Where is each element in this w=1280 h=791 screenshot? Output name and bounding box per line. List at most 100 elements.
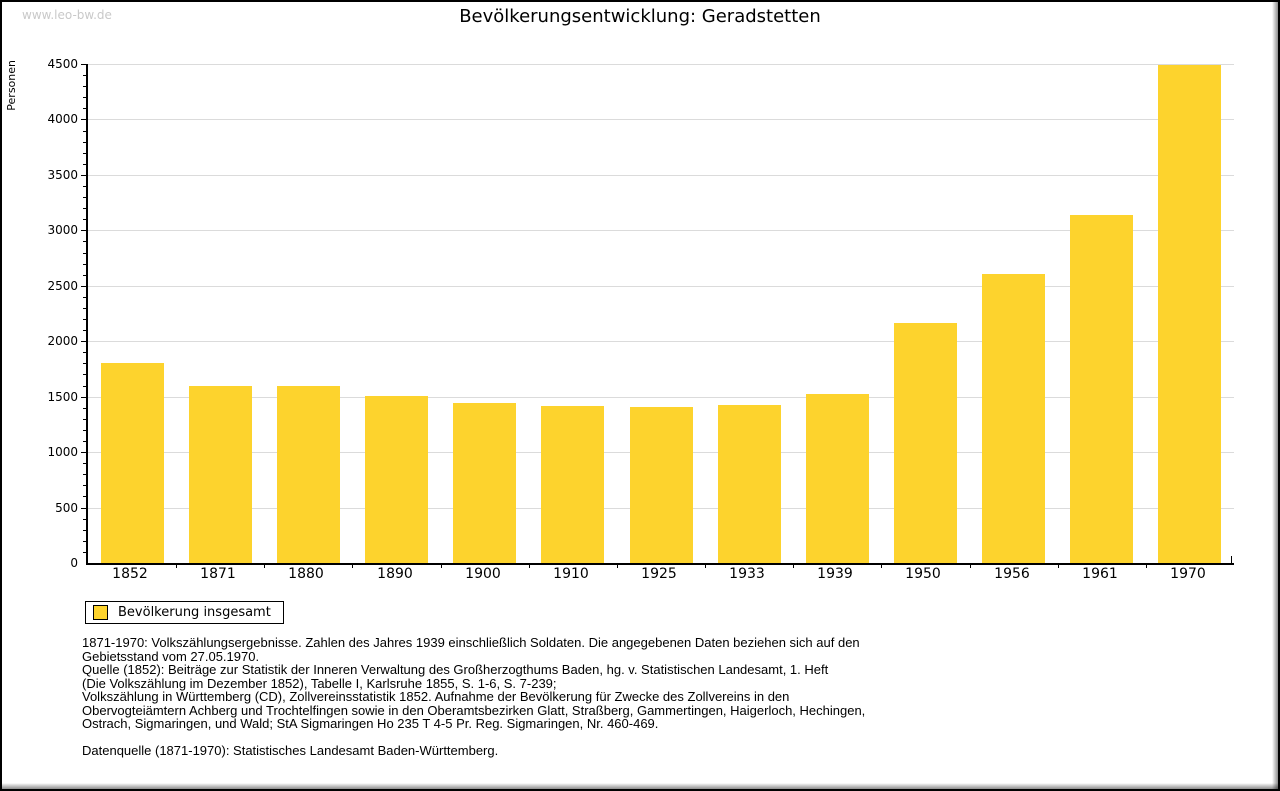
y-axis-minor-tick [83, 552, 86, 553]
x-axis-end-cap [1231, 556, 1232, 563]
bar-1970 [1158, 65, 1221, 563]
y-axis-major-tick [81, 175, 86, 176]
y-axis-major-tick [81, 119, 86, 120]
y-axis-major-tick [81, 341, 86, 342]
y-axis-minor-tick [83, 208, 86, 209]
bar-1933 [718, 405, 781, 563]
gridline [88, 175, 1234, 176]
y-axis-minor-tick [83, 108, 86, 109]
y-axis-minor-tick [83, 253, 86, 254]
y-axis-tick-label: 2500 [47, 279, 78, 293]
y-axis-minor-tick [83, 519, 86, 520]
bar-1852 [101, 363, 164, 563]
x-axis-tick [441, 563, 442, 568]
y-axis-minor-tick [83, 275, 86, 276]
y-axis-minor-tick [83, 219, 86, 220]
y-axis-tick-label: 2000 [47, 334, 78, 348]
y-axis-minor-tick [83, 430, 86, 431]
bar-1961 [1070, 215, 1133, 563]
y-axis-minor-tick [83, 75, 86, 76]
bar-1890 [365, 396, 428, 563]
y-axis-minor-tick [83, 142, 86, 143]
y-axis-minor-tick [83, 352, 86, 353]
y-axis-minor-tick [83, 131, 86, 132]
x-axis-tick [176, 563, 177, 568]
x-axis-tick-label: 1933 [729, 566, 765, 582]
x-axis-tick-label: 1880 [288, 566, 324, 582]
footer-line: Gebietsstand vom 27.05.1970. [82, 648, 260, 664]
y-axis-minor-tick [83, 297, 86, 298]
y-axis-tick-labels: 0 500 1000 1500 2000 2500 3000 3500 4000 4500 [2, 58, 78, 570]
x-axis-tick [617, 563, 618, 568]
gridline [88, 397, 1234, 398]
y-axis-minor-tick [83, 164, 86, 165]
y-axis-minor-tick [83, 97, 86, 98]
bar-1871 [189, 386, 252, 563]
x-axis-tick [705, 563, 706, 568]
y-axis-minor-tick [83, 308, 86, 309]
bar-1939 [806, 394, 869, 563]
y-axis-minor-tick [83, 264, 86, 265]
x-axis-tick [529, 563, 530, 568]
y-axis-minor-tick [83, 241, 86, 242]
x-axis-tick-label: 1970 [1170, 566, 1206, 582]
footer-line: (Die Volkszählung im Dezember 1852), Tab… [82, 675, 557, 691]
y-axis-minor-tick [83, 530, 86, 531]
x-axis-tick [264, 563, 265, 568]
bar-1950 [894, 323, 957, 563]
y-axis-minor-tick [83, 319, 86, 320]
x-axis-tick [793, 563, 794, 568]
gridline [88, 286, 1234, 287]
y-axis-major-tick [81, 286, 86, 287]
chart-title: Bevölkerungsentwicklung: Geradstetten [459, 6, 821, 27]
y-axis-tick-label: 3500 [47, 168, 78, 182]
y-axis-minor-tick [83, 474, 86, 475]
y-axis-tick-label: 0 [70, 556, 78, 570]
y-axis-tick-label: 1000 [47, 445, 78, 459]
gridline [88, 119, 1234, 120]
y-axis-minor-tick [83, 386, 86, 387]
legend: Bevölkerung insgesamt [85, 601, 284, 624]
footer-line: 1871-1970: Volkszählungsergebnisse. Zahl… [82, 635, 860, 650]
x-axis-tick-label: 1925 [641, 566, 677, 582]
footer-datasource: Datenquelle (1871-1970): Statistisches L… [82, 742, 499, 758]
y-axis-minor-tick [83, 463, 86, 464]
footer-line: Quelle (1852): Beiträge zur Statistik de… [82, 662, 829, 677]
y-axis-minor-tick [83, 330, 86, 331]
y-axis-major-tick [81, 230, 86, 231]
y-axis-tick-label: 4000 [47, 112, 78, 126]
bar-1900 [453, 403, 516, 563]
x-axis-tick-label: 1956 [994, 566, 1030, 582]
gridline [88, 64, 1234, 65]
y-axis-minor-tick [83, 419, 86, 420]
y-axis-minor-tick [83, 441, 86, 442]
x-axis-tick [1058, 563, 1059, 568]
x-axis-tick [1146, 563, 1147, 568]
y-axis-minor-tick [83, 374, 86, 375]
x-axis-tick-label: 1950 [905, 566, 941, 582]
x-axis-tick [352, 563, 353, 568]
x-axis-tick [881, 563, 882, 568]
y-axis-minor-tick [83, 541, 86, 542]
bar-1956 [982, 274, 1045, 563]
bar-1925 [630, 407, 693, 563]
bar-1880 [277, 386, 340, 563]
y-axis-minor-tick [83, 496, 86, 497]
x-axis-tick-label: 1871 [200, 566, 236, 582]
x-axis-tick-labels: 1852 1871 1880 1890 1900 1910 1925 1933 1939 1950… [86, 566, 1232, 584]
x-axis-tick-label: 1939 [817, 566, 853, 582]
y-axis-tick-label: 4500 [47, 57, 78, 71]
bar-1910 [541, 406, 604, 563]
footer-line: Ostrach, Sigmaringen, und Wald; StA Sigm… [82, 716, 659, 731]
site-watermark: www.leo-bw.de [22, 8, 112, 22]
y-axis-major-tick [81, 397, 86, 398]
y-axis-tick-label: 3000 [47, 223, 78, 237]
x-axis-tick-label: 1910 [553, 566, 589, 582]
y-axis-major-tick [81, 64, 86, 65]
x-axis-tick-label: 1900 [465, 566, 501, 582]
footer-notes: 1871-1970: Volkszählungsergebnisse. Zahl… [82, 636, 865, 757]
y-axis-minor-tick [83, 186, 86, 187]
gridline [88, 230, 1234, 231]
x-axis-tick-label: 1852 [112, 566, 148, 582]
footer-line: Obervogteiämtern Achberg und Trochtelfin… [82, 702, 866, 718]
